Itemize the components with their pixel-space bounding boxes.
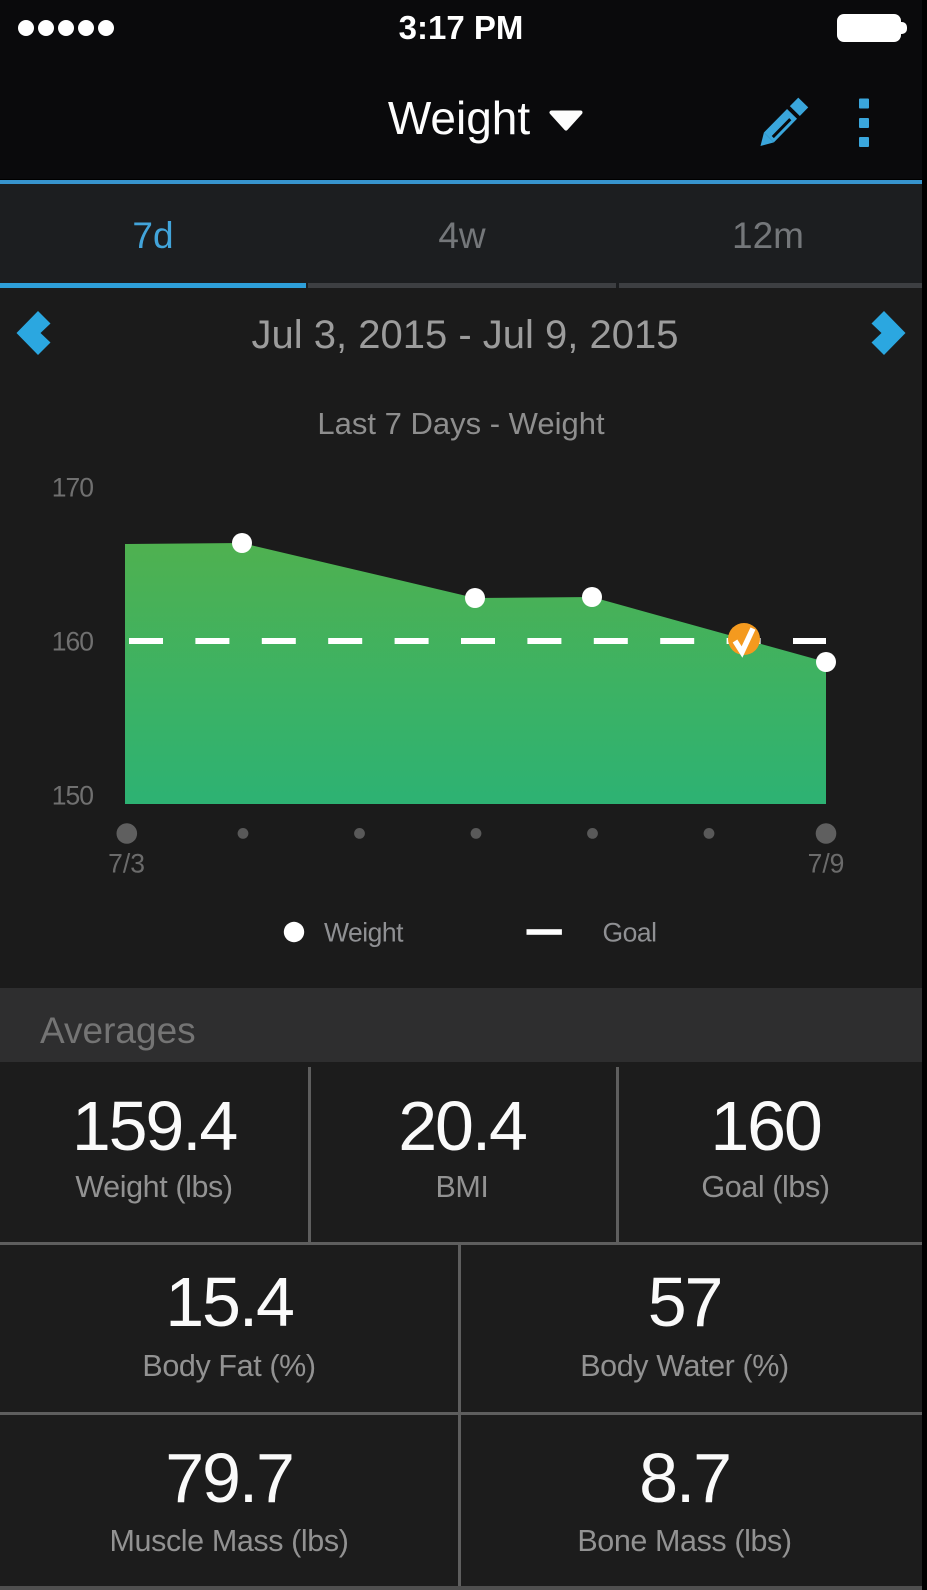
svg-text:160: 160 bbox=[52, 627, 93, 657]
svg-text:Goal: Goal bbox=[603, 918, 657, 948]
svg-text:7/3: 7/3 bbox=[108, 848, 145, 878]
svg-text:170: 170 bbox=[52, 473, 93, 503]
svg-text:Weight: Weight bbox=[324, 918, 404, 948]
svg-text:150: 150 bbox=[52, 781, 93, 811]
svg-text:7/9: 7/9 bbox=[808, 848, 845, 878]
